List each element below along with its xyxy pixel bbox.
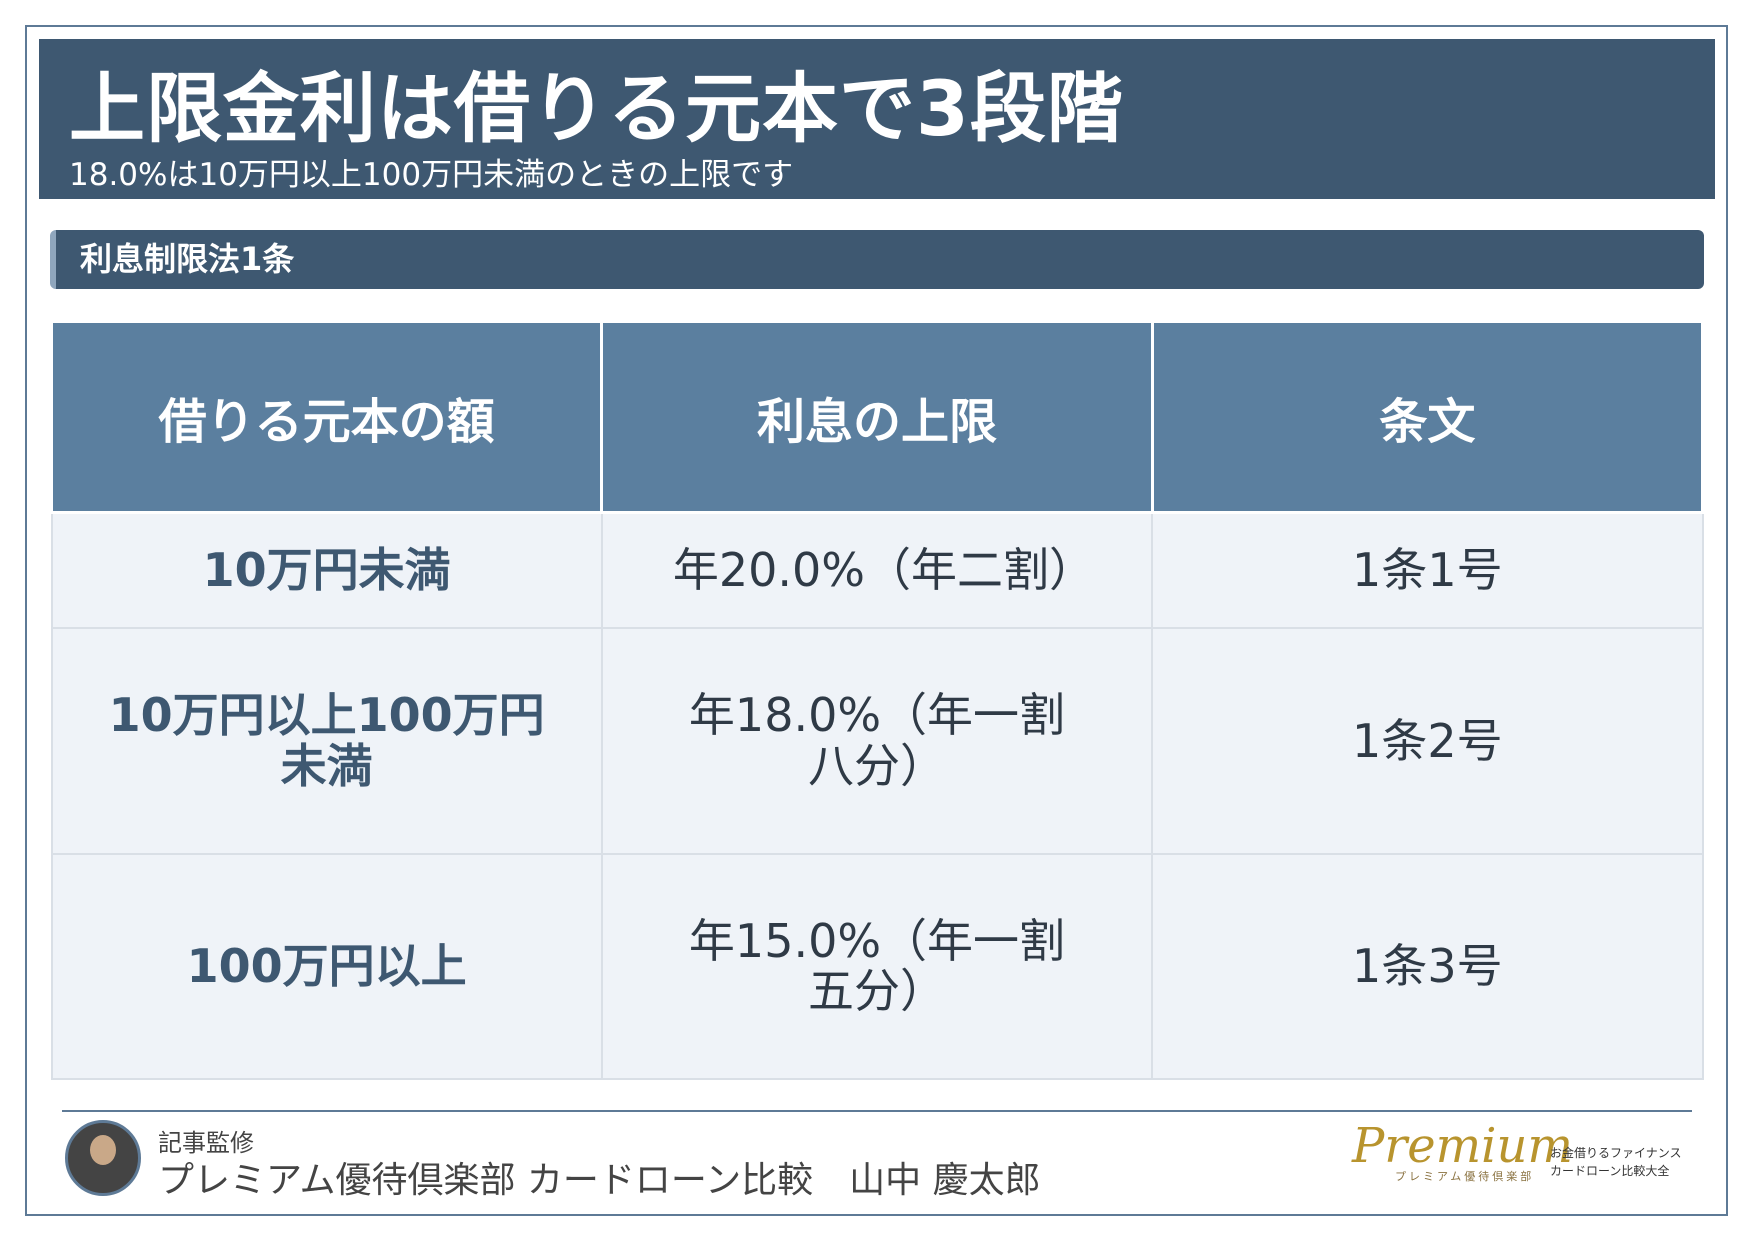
table: 借りる元本の額 利息の上限 条文 10万円未満 年20.0%（年二割） 1条1号…: [49, 320, 1705, 1081]
cell: 100万円以上: [50, 852, 603, 1081]
cell: 年15.0%（年一割五分）: [600, 852, 1154, 1081]
row: 100万円以上 年15.0%（年一割五分） 1条3号: [50, 852, 1704, 1081]
cell: 1条2号: [1151, 627, 1704, 855]
column-header: 条文: [1150, 320, 1705, 514]
row: 10万円未満 年20.0%（年二割） 1条1号: [50, 511, 1704, 630]
title: 上限金利は借りる元本で3段階: [69, 64, 1124, 153]
avatar-face: [90, 1135, 116, 1165]
footer-label: 記事監修: [158, 1129, 254, 1157]
row: 10万円以上100万円未満 年18.0%（年一割八分） 1条2号: [50, 627, 1704, 855]
cell: 年18.0%（年一割八分）: [600, 627, 1154, 855]
subtitle: 18.0%は10万円以上100万円未満のときの上限です: [69, 157, 794, 193]
logo-line: カードローン比較大全: [1550, 1164, 1670, 1178]
footer-name: プレミアム優待倶楽部 カードローン比較 山中 慶太郎: [158, 1160, 1041, 1201]
logo-line: お金借りるファイナンス: [1550, 1146, 1682, 1160]
frame: [25, 25, 1728, 1216]
column-header: 借りる元本の額: [49, 320, 604, 514]
header: 上限金利は借りる元本で3段階 18.0%は10万円以上100万円未満のときの上限…: [39, 39, 1715, 199]
logo-sub: プレミアム優待倶楽部: [1395, 1170, 1535, 1183]
cell: 10万円以上100万円未満: [50, 627, 603, 855]
footer-rule: [62, 1110, 1692, 1112]
logo-brand: Premium: [1352, 1118, 1573, 1174]
cell: 1条3号: [1151, 852, 1704, 1081]
cell: 年20.0%（年二割）: [600, 511, 1154, 630]
header-row: 借りる元本の額 利息の上限 条文: [49, 320, 1705, 514]
cell: 1条1号: [1151, 511, 1704, 630]
avatar: [65, 1120, 141, 1196]
column-header: 利息の上限: [600, 320, 1154, 514]
cell: 10万円未満: [50, 511, 603, 630]
section-title: 利息制限法1条: [50, 230, 1704, 289]
